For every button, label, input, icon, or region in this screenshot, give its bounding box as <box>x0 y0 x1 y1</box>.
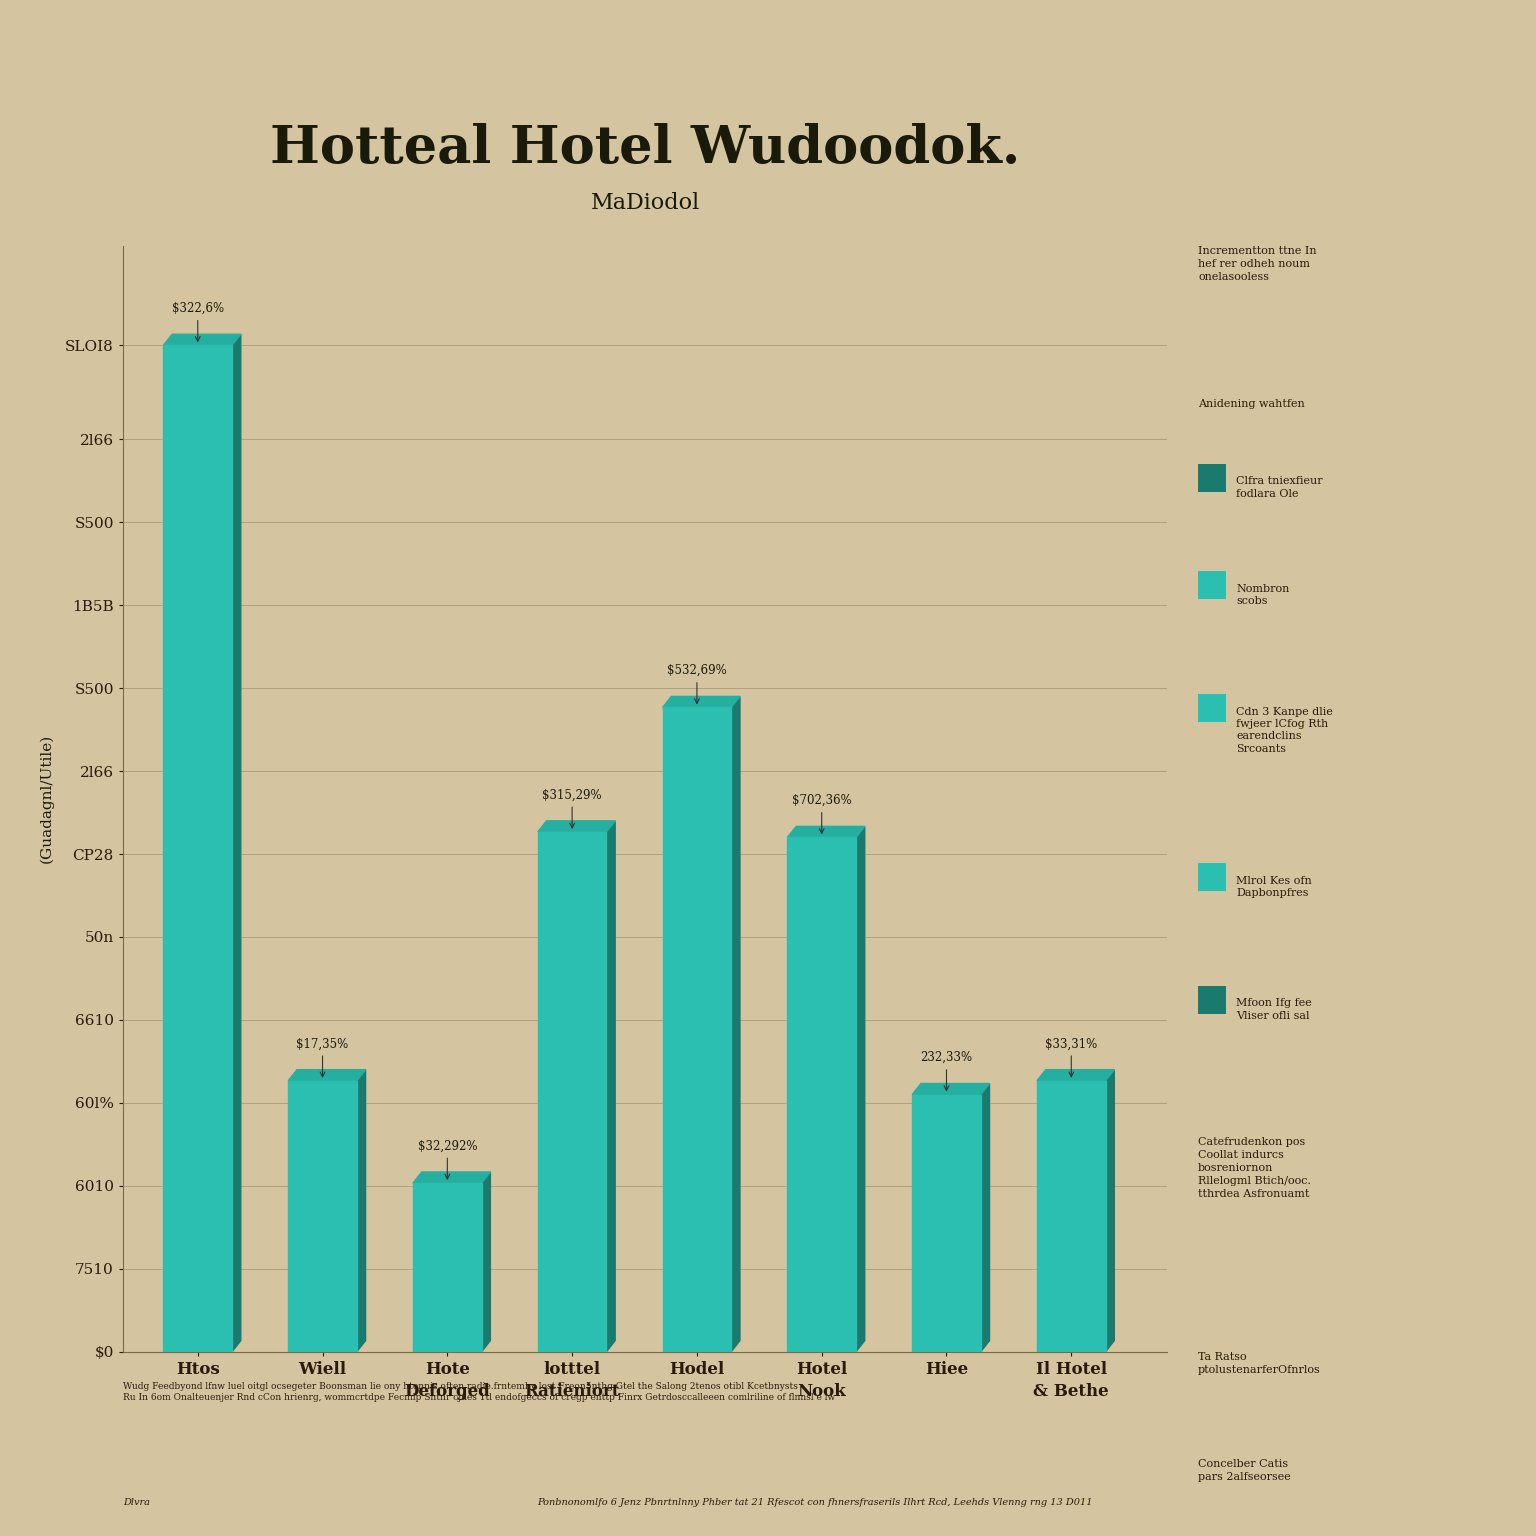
Polygon shape <box>413 1172 490 1183</box>
Text: Mfoon Ifg fee
Vliser ofli sal: Mfoon Ifg fee Vliser ofli sal <box>1236 998 1312 1021</box>
Text: Concelber Catis
pars 2alfseorsee: Concelber Catis pars 2alfseorsee <box>1198 1459 1290 1482</box>
Text: Catefrudenkon pos
Coollat indurcs
bosreniornon
Rllelogml Btich/ooc.
tthrdea Asfr: Catefrudenkon pos Coollat indurcs bosren… <box>1198 1137 1312 1200</box>
Y-axis label: (Guadagnl/Utile): (Guadagnl/Utile) <box>40 734 54 863</box>
Text: Clfra tniexfieur
fodlara Ole: Clfra tniexfieur fodlara Ole <box>1236 476 1322 499</box>
Text: Ta Ratso
ptolustenarferOfnrlos: Ta Ratso ptolustenarferOfnrlos <box>1198 1352 1321 1375</box>
Text: $33,31%: $33,31% <box>1044 1037 1097 1077</box>
Polygon shape <box>163 335 241 346</box>
Polygon shape <box>788 826 865 837</box>
Text: $315,29%: $315,29% <box>542 788 602 828</box>
Polygon shape <box>982 1083 989 1352</box>
Text: Wudg Feedbyond lfnw luel oitgl ocsegeter Boonsman lie ony htennis often radie.fr: Wudg Feedbyond lfnw luel oitgl ocsegeter… <box>123 1382 836 1402</box>
Polygon shape <box>607 820 616 1352</box>
Text: $17,35%: $17,35% <box>296 1037 349 1077</box>
Text: Incrementton ttne In
hef rer odheh noum
onelasooless: Incrementton ttne In hef rer odheh noum … <box>1198 246 1316 283</box>
Polygon shape <box>232 335 241 1352</box>
Polygon shape <box>856 826 865 1352</box>
Polygon shape <box>731 696 740 1352</box>
Polygon shape <box>1037 1069 1114 1081</box>
Text: Ponbnonomlfo 6 Jenz Pbnrtnlnny Phber tat 21 Rfescot con fhnersfraserils Ilhrt Rc: Ponbnonomlfo 6 Jenz Pbnrtnlnny Phber tat… <box>538 1498 1094 1507</box>
Polygon shape <box>538 820 616 833</box>
Polygon shape <box>356 1069 366 1352</box>
Bar <box>413 1183 482 1352</box>
Text: Cdn 3 Kanpe dlie
fwjeer lCfog Rth
earendclins
Srcoants: Cdn 3 Kanpe dlie fwjeer lCfog Rth earend… <box>1236 707 1333 754</box>
Text: MaDiodol: MaDiodol <box>590 192 700 214</box>
Bar <box>788 837 856 1352</box>
Text: $532,69%: $532,69% <box>667 664 727 703</box>
Bar <box>289 1081 356 1352</box>
Polygon shape <box>1106 1069 1114 1352</box>
Polygon shape <box>482 1172 490 1352</box>
Text: 232,33%: 232,33% <box>920 1051 972 1091</box>
Bar <box>912 1095 982 1352</box>
Bar <box>662 708 731 1352</box>
Text: Hotteal Hotel Wudoodok.: Hotteal Hotel Wudoodok. <box>270 123 1020 174</box>
Text: $322,6%: $322,6% <box>172 303 224 341</box>
Text: $32,292%: $32,292% <box>418 1140 478 1180</box>
Bar <box>163 346 232 1352</box>
Polygon shape <box>912 1083 989 1095</box>
Bar <box>1037 1081 1106 1352</box>
Text: Nombron
scobs: Nombron scobs <box>1236 584 1290 607</box>
Text: Dlvra: Dlvra <box>123 1498 151 1507</box>
Text: Anidening wahtfen: Anidening wahtfen <box>1198 399 1304 410</box>
Polygon shape <box>289 1069 366 1081</box>
Text: Mlrol Kes ofn
Dapbonpfres: Mlrol Kes ofn Dapbonpfres <box>1236 876 1312 899</box>
Bar <box>538 833 607 1352</box>
Text: $702,36%: $702,36% <box>793 794 851 834</box>
Polygon shape <box>662 696 740 708</box>
